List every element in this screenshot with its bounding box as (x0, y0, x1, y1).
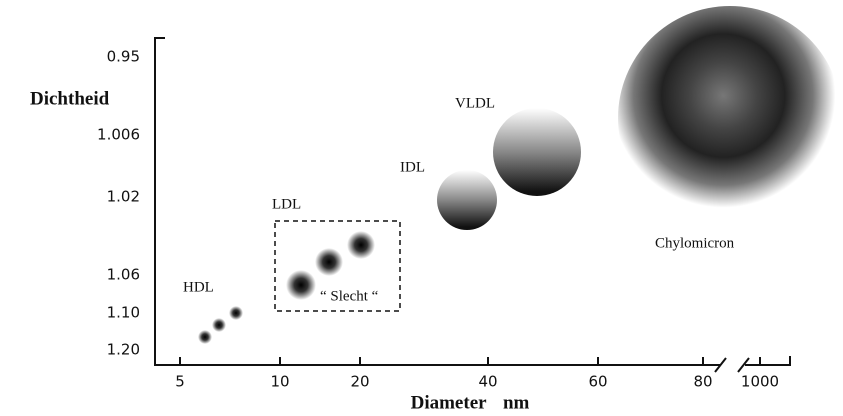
x-tick-label: 20 (350, 373, 369, 391)
y-tick-label: 1.20 (107, 341, 140, 359)
x-tick-label: 40 (478, 373, 497, 391)
ldl-particle (286, 270, 316, 300)
vldl-particle (493, 108, 581, 196)
y-tick-label: 1.06 (107, 266, 140, 284)
x-tick-label: 5 (175, 373, 185, 391)
hdl-particle (212, 318, 226, 332)
x-tick-label: 80 (693, 373, 712, 391)
particle-label: IDL (400, 159, 425, 175)
particle-label: VLDL (455, 95, 495, 111)
axis-break (714, 357, 750, 373)
x-tick-label: 1000 (741, 373, 779, 391)
y-tick-label: 0.95 (107, 48, 140, 66)
chylomicron-particle (618, 6, 842, 230)
particle-label: HDL (183, 279, 214, 295)
hdl-particle (229, 306, 243, 320)
ticks: 0.95 1.006 1.02 1.06 1.10 1.20 5 10 20 40 60 80 1000 (97, 48, 779, 391)
y-axis-label: Dichtheid (30, 88, 110, 109)
particle-label: Chylomicron (655, 235, 735, 251)
x-tick-label: 60 (588, 373, 607, 391)
ldl-particle (315, 248, 343, 276)
hdl-particle (198, 330, 212, 344)
y-tick-label: 1.02 (107, 188, 140, 206)
idl-particle (437, 170, 497, 230)
x-tick-label: 10 (270, 373, 289, 391)
ldl-particle (347, 231, 375, 259)
y-tick-label: 1.10 (107, 304, 140, 322)
y-tick-label: 1.006 (97, 126, 140, 144)
particle-label: LDL (272, 196, 301, 212)
annotation: “ Slecht “ (320, 288, 379, 304)
x-axis-label: Diameter nm (411, 392, 530, 413)
